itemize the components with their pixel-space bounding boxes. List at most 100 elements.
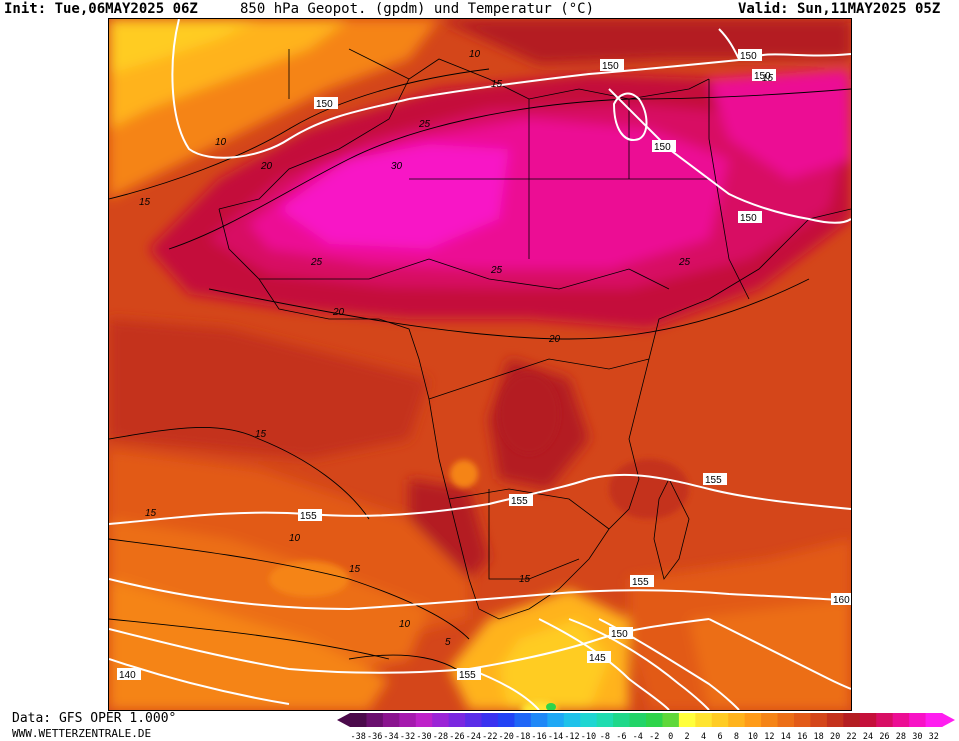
gp-label: 150 [602,61,619,72]
temp-label: 15 [762,73,774,84]
gp-label: 160 [833,595,850,606]
gp-label: 150 [754,71,771,82]
legend-tick-label: 2 [685,732,690,741]
legend-tick-label: 26 [879,732,889,741]
legend-swatch [415,713,433,727]
legend-tick-label: -32 [400,732,415,741]
legend-tick-label: 32 [929,732,939,741]
legend-tick-label: -18 [515,732,530,741]
legend-tick-label: -26 [449,732,464,741]
legend-tick-label: 4 [701,732,706,741]
legend-swatch [530,713,548,727]
legend-swatch [366,713,384,727]
isohypse-labels: 150 150 150 150 150 150 155 155 155 155 … [117,49,851,681]
legend-tick-label: -6 [616,732,626,741]
legend-swatch [859,713,877,727]
legend-arrow-right [942,713,955,727]
gp-label: 155 [459,670,476,681]
legend-tick-label: -38 [351,732,366,741]
legend-tick-label: 28 [896,732,906,741]
legend-tick-label: 0 [668,732,673,741]
legend-swatch [744,713,762,727]
legend-tick-label: 18 [814,732,824,741]
temperature-field [109,19,851,710]
legend-swatch [925,713,943,727]
gp-label: 155 [632,577,649,588]
legend-tick-label: 8 [734,732,739,741]
temp-label: 10 [469,49,481,60]
legend-bar [337,713,955,727]
temp-label: 15 [491,79,503,90]
isotherms [108,68,852,680]
legend-swatch [563,713,581,727]
legend-swatch [646,713,663,727]
temp-label: 15 [519,574,531,585]
color-legend: -38 -36 -34 -32 -30 -28 -26 -24 -22 -20 -18 -16 -14-… [337,713,955,741]
gp-label: 145 [589,653,606,664]
legend-swatch [777,713,795,727]
legend-tick-label: 30 [912,732,922,741]
legend-swatch [678,713,696,727]
legend-tick-label: 16 [797,732,807,741]
gp-label: 155 [705,475,722,486]
temp-label: 20 [548,334,561,345]
gp-label: 150 [740,213,757,224]
legend-swatch [465,713,483,727]
legend-swatch [498,713,515,727]
legend-swatch [761,713,779,727]
legend-tick-label: -12 [564,732,579,741]
legend-tick-label: -16 [531,732,546,741]
legend-tick-label: -28 [433,732,448,741]
legend-tick-label: 6 [717,732,722,741]
temp-label: 10 [399,619,411,630]
legend-tick-label: 10 [748,732,758,741]
legend-swatch [711,713,729,727]
legend-tick-label: -14 [548,732,563,741]
temp-label: 25 [490,265,503,276]
temp-label: 15 [145,508,157,519]
header-bar: Init: Tue,06MAY2025 06Z 850 hPa Geopot. … [0,0,959,18]
temp-label: 20 [332,307,345,318]
legend-swatch [629,713,647,727]
temp-label: 25 [310,257,323,268]
legend-tick-label: -20 [499,732,514,741]
legend-swatch [350,713,367,727]
legend-tick-label: 22 [846,732,856,741]
legend-tick-label: -36 [367,732,382,741]
temp-label: 10 [289,533,301,544]
data-source: Data: GFS OPER 1.000° [12,711,177,726]
legend-tick-label: 14 [781,732,791,741]
chart-title: 850 hPa Geopot. (gpdm) und Temperatur (°… [240,1,595,17]
legend-swatch [892,713,910,727]
legend-tick-label: -10 [581,732,596,741]
legend-swatch [810,713,828,727]
legend-tick-label: -8 [600,732,610,741]
legend-tick-label: -24 [466,732,481,741]
legend-swatch [580,713,598,727]
legend-swatch [481,713,499,727]
temp-label: 5 [445,637,451,648]
temp-label: 25 [678,257,691,268]
legend-tick-label: 24 [863,732,873,741]
gp-label: 155 [300,511,317,522]
gp-label: 140 [119,670,136,681]
valid-time: Valid: Sun,11MAY2025 05Z [738,1,941,17]
legend-swatch [432,713,450,727]
gp-label: 155 [511,496,528,507]
legend-swatch [909,713,927,727]
legend-tick-label: -4 [633,732,643,741]
cold-spot [546,703,556,711]
init-time: Init: Tue,06MAY2025 06Z [4,1,198,17]
legend-swatch [728,713,746,727]
legend-swatch [448,713,466,727]
gp-label: 150 [740,51,757,62]
legend-swatch [547,713,565,727]
legend-swatch [695,713,713,727]
temp-label: 10 [215,137,227,148]
legend-ticks: -38 -36 -34 -32 -30 -28 -26 -24 -22 -20 -18 -16 -14-… [351,732,939,741]
site-url: WWW.WETTERZENTRALE.DE [12,727,152,740]
legend-swatch [843,713,861,727]
temp-label: 25 [418,119,431,130]
legend-swatch [826,713,844,727]
legend-swatch [662,713,680,727]
